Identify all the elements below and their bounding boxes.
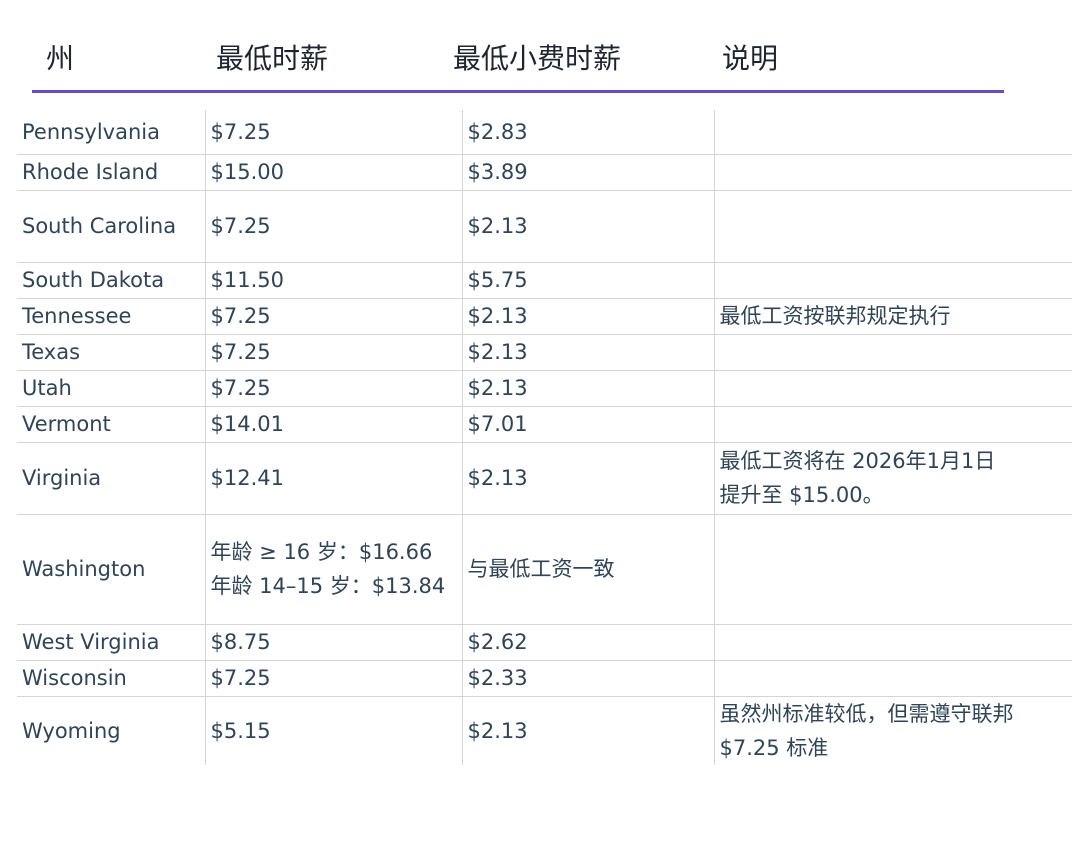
cell-min-wage: $7.25 (204, 190, 462, 263)
cell-tipped-wage: 与最低工资一致 (461, 514, 714, 625)
cell-tipped-wage: $2.13 (461, 298, 714, 335)
min-wage-line: $7.25 (210, 376, 271, 400)
min-wage-line: $7.25 (210, 119, 271, 144)
cell-notes: 最低工资将在 2026年1月1日 提升至 $15.00。 (713, 442, 1072, 515)
table-row: Vermont $14.01 $7.01 (17, 406, 1072, 443)
cell-notes: 最低工资按联邦规定执行 (713, 298, 1072, 335)
table-row: Wyoming $5.15 $2.13 虽然州标准较低，但需遵守联邦 $7.25 标准 (17, 696, 1072, 765)
note-line: 最低工资按联邦规定执行 (719, 304, 951, 328)
cell-notes: 虽然州标准较低，但需遵守联邦 $7.25 标准 (713, 696, 1072, 765)
cell-tipped-wage: $7.01 (461, 406, 714, 443)
cell-min-wage: $7.25 (204, 370, 462, 407)
note-line: $7.25 标准 (719, 735, 829, 760)
table-row: Texas $7.25 $2.13 (17, 334, 1072, 371)
cell-min-wage: $11.50 (204, 262, 462, 299)
cell-tipped-wage: $2.62 (461, 624, 714, 661)
cell-min-wage: $7.25 (204, 334, 462, 371)
cell-notes (713, 624, 1072, 661)
cell-state: Washington (17, 514, 205, 625)
cell-min-wage: $15.00 (204, 154, 462, 191)
cell-state: West Virginia (17, 624, 205, 661)
min-wage-line: 年龄 14–15 岁：$13.84 (210, 574, 446, 598)
min-wage-line: $14.01 (210, 412, 284, 436)
table-row: South Carolina $7.25 $2.13 (17, 190, 1072, 263)
wage-table: Pennsylvania $7.25 $2.83 Rhode Island $15.00… (17, 110, 1072, 765)
cell-min-wage: $7.25 (204, 298, 462, 335)
cell-min-wage: $8.75 (204, 624, 462, 661)
min-wage-line: $8.75 (210, 630, 271, 654)
cell-state: South Carolina (17, 190, 205, 263)
table-row: Wisconsin $7.25 $2.33 (17, 660, 1072, 697)
min-wage-line: $7.25 (210, 666, 271, 690)
note-line: 提升至 $15.00。 (719, 483, 884, 507)
cell-state: South Dakota (17, 262, 205, 299)
cell-notes (713, 406, 1072, 443)
cell-state: Utah (17, 370, 205, 407)
cell-min-wage: 年龄 ≥ 16 岁：$16.66 年龄 14–15 岁：$13.84 (204, 514, 462, 625)
min-wage-line: $7.25 (210, 340, 271, 364)
header-state: 州 (46, 42, 75, 75)
cell-min-wage: $5.15 (204, 696, 462, 765)
cell-notes (713, 190, 1072, 263)
table-row: Utah $7.25 $2.13 (17, 370, 1072, 407)
cell-tipped-wage: $2.13 (461, 334, 714, 371)
min-wage-line: $7.25 (210, 214, 271, 238)
cell-notes (713, 370, 1072, 407)
cell-notes (713, 660, 1072, 697)
cell-state: Wyoming (22, 718, 121, 743)
header-tipped-wage: 最低小费时薪 (453, 42, 622, 75)
cell-state: Vermont (17, 406, 205, 443)
table-row: Virginia $12.41 $2.13 最低工资将在 2026年1月1日 提升至 $… (17, 442, 1072, 515)
header-min-wage: 最低时薪 (216, 42, 329, 75)
cell-tipped-wage: $2.33 (461, 660, 714, 697)
cell-notes (713, 154, 1072, 191)
table-row: Rhode Island $15.00 $3.89 (17, 154, 1072, 191)
cell-state: Texas (17, 334, 205, 371)
cell-notes (713, 110, 1072, 155)
table-header: 州 最低时薪 最低小费时薪 说明 (32, 0, 1004, 93)
cell-min-wage: $12.41 (204, 442, 462, 515)
cell-tipped-wage: $2.13 (461, 442, 714, 515)
note-line: 最低工资将在 2026年1月1日 (719, 449, 996, 473)
cell-state: Wisconsin (17, 660, 205, 697)
wage-table-body: Pennsylvania $7.25 $2.83 Rhode Island $15.00… (17, 110, 1072, 765)
cell-state: Tennessee (17, 298, 205, 335)
table-row: Pennsylvania $7.25 $2.83 (17, 110, 1072, 155)
cell-state: Pennsylvania (17, 110, 205, 155)
cell-min-wage: $14.01 (204, 406, 462, 443)
table-row: West Virginia $8.75 $2.62 (17, 624, 1072, 661)
note-line: 虽然州标准较低，但需遵守联邦 (719, 701, 1014, 726)
min-wage-line: $15.00 (210, 160, 284, 184)
table-row: Tennessee $7.25 $2.13 最低工资按联邦规定执行 (17, 298, 1072, 335)
cell-tipped-wage: $2.83 (461, 110, 714, 155)
cell-state: Rhode Island (17, 154, 205, 191)
min-wage-line: $12.41 (210, 466, 284, 490)
cell-notes (713, 514, 1072, 625)
min-wage-line: $7.25 (210, 304, 271, 328)
cell-state: Virginia (17, 442, 205, 515)
cell-tipped-wage: $5.75 (461, 262, 714, 299)
cell-min-wage: $7.25 (204, 660, 462, 697)
cell-notes (713, 262, 1072, 299)
header-notes: 说明 (722, 42, 779, 75)
cell-tipped-wage: $2.13 (461, 696, 714, 765)
cell-notes (713, 334, 1072, 371)
cell-tipped-wage: $3.89 (461, 154, 714, 191)
min-wage-line: $5.15 (210, 718, 271, 743)
cell-tipped-wage: $2.13 (461, 190, 714, 263)
cell-tipped-wage: $2.13 (461, 370, 714, 407)
cell-min-wage: $7.25 (204, 110, 462, 155)
table-row: Washington 年龄 ≥ 16 岁：$16.66 年龄 14–15 岁：$13… (17, 514, 1072, 625)
min-wage-line: $11.50 (210, 268, 284, 292)
table-row: South Dakota $11.50 $5.75 (17, 262, 1072, 299)
min-wage-line: 年龄 ≥ 16 岁：$16.66 (210, 540, 433, 564)
